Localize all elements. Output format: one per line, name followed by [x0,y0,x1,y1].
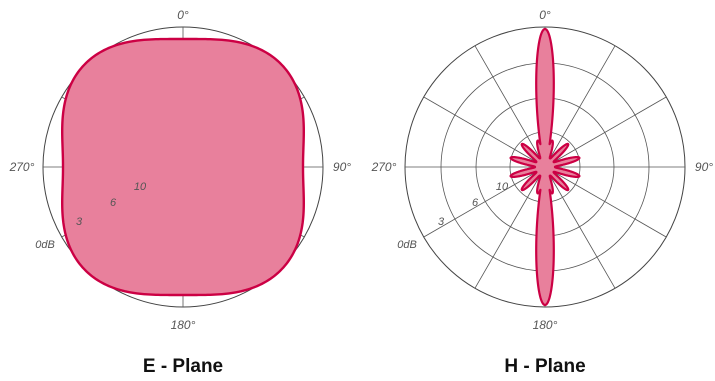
e-plane-ring-label-10: 10 [134,181,147,193]
h-plane-label-90: 90° [695,160,713,174]
h-plane-ring-label-10: 10 [496,181,509,193]
e-plane-ring-label-3: 3 [76,216,83,228]
h-plane-spoke-240 [423,166,546,238]
h-plane-spoke-300 [423,96,546,168]
e-plane-label-270: 270° [9,160,35,174]
h-plane-pattern [509,27,581,307]
h-plane-spoke-210 [474,166,546,289]
e-plane-ring-label-6: 6 [110,197,117,209]
e-plane-ring-label-0db: 0dB [35,239,55,251]
h-plane-label-270: 270° [371,160,397,174]
h-plane-ring-label-3: 3 [438,216,445,228]
h-plane-spoke-330 [474,45,546,168]
h-plane-spoke-150 [544,166,616,289]
h-plane-spoke-120 [544,166,667,238]
e-plane-label-180: 180° [171,318,196,332]
e-plane-title: E - Plane [143,356,223,377]
h-plane-spoke-30 [544,45,616,168]
h-plane-chart: 0° 90° 180° 270° 0dB 3 6 10 H - Plane [371,8,714,377]
h-plane-ring-label-6: 6 [472,197,479,209]
h-plane-ring-label-0db: 0dB [397,239,417,251]
h-plane-label-180: 180° [533,318,558,332]
h-plane-spoke-60 [544,96,667,168]
e-plane-label-0: 0° [177,8,189,22]
e-plane-pattern [61,37,305,297]
h-plane-title: H - Plane [504,356,585,377]
e-plane-chart: 0° 90° 180° 270° 0dB 3 6 10 E - Plane [9,8,352,377]
e-plane-label-90: 90° [333,160,351,174]
h-plane-label-0: 0° [539,8,551,22]
